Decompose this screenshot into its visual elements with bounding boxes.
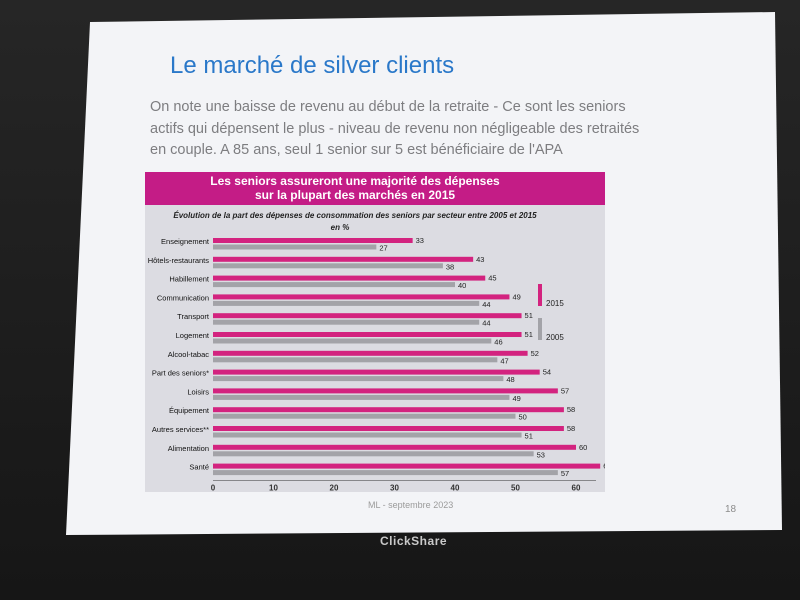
data-label-2005: 49 <box>512 394 520 403</box>
bar-2005 <box>213 413 516 419</box>
bar-2005 <box>213 357 498 363</box>
x-tick-label: 40 <box>451 483 460 492</box>
data-label-2015: 33 <box>416 236 424 245</box>
bar-2005 <box>213 394 510 400</box>
slide-subtitle-line-1: On note une baisse de revenu au début de… <box>150 99 626 115</box>
data-label-2005: 44 <box>482 319 490 328</box>
bar-2005 <box>213 432 522 438</box>
bar-2015 <box>213 294 510 300</box>
bar-2005 <box>213 338 492 344</box>
bar-2005 <box>213 282 455 288</box>
bar-2005 <box>213 319 480 325</box>
chart-title-line-2: sur la plupart des marchés en 2015 <box>255 188 455 202</box>
data-label-2015: 52 <box>531 349 539 358</box>
page-number: 18 <box>725 504 737 515</box>
data-label-2005: 50 <box>519 413 527 422</box>
category-label: Alcool-tabac <box>168 350 210 359</box>
x-tick-label: 10 <box>269 483 278 492</box>
category-label: Équipement <box>169 406 210 415</box>
category-label: Autres services** <box>152 425 209 434</box>
bar-2005 <box>213 376 504 382</box>
bar-2015 <box>213 426 564 431</box>
x-tick-label: 30 <box>390 483 399 492</box>
slide-subtitle-line-3: en couple. A 85 ans, seul 1 senior sur 5… <box>150 142 563 158</box>
bar-2005 <box>213 263 443 269</box>
bar-2015 <box>213 275 486 281</box>
data-label-2005: 47 <box>500 356 508 365</box>
category-label: Logement <box>176 331 210 340</box>
bar-2015 <box>213 332 522 337</box>
category-label: Loisirs <box>187 387 209 396</box>
data-label-2015: 45 <box>488 274 496 283</box>
data-label-2015: 64 <box>603 462 605 471</box>
x-tick-label: 60 <box>572 483 581 492</box>
category-label: Habillement <box>169 275 210 284</box>
category-label: Part des seniors* <box>152 369 209 378</box>
legend-swatch-2005 <box>538 318 542 340</box>
bar-2015 <box>213 444 576 450</box>
chart-subtitle: Évolution de la part des dépenses de con… <box>173 211 537 220</box>
data-label-2015: 49 <box>512 292 520 301</box>
x-tick-label: 0 <box>211 483 216 492</box>
bar-2005 <box>213 244 377 250</box>
bar-2015 <box>213 238 413 243</box>
category-label: Transport <box>177 312 210 321</box>
bar-2015 <box>213 313 522 319</box>
chart-header <box>145 172 605 205</box>
bar-2015 <box>213 350 528 356</box>
legend-label-2005: 2005 <box>546 333 564 342</box>
bar-2015 <box>213 388 558 394</box>
slide-title: Le marché de silver clients <box>170 52 455 79</box>
data-label-2015: 57 <box>561 386 569 395</box>
bar-2015 <box>213 463 601 469</box>
clickshare-brand-label: ClickShare <box>380 534 448 548</box>
legend-swatch-2015 <box>538 284 542 306</box>
x-tick-label: 20 <box>330 483 339 492</box>
slide-footer: ML - septembre 2023 <box>368 500 454 510</box>
data-label-2015: 43 <box>476 255 484 264</box>
data-label-2015: 58 <box>567 405 575 414</box>
bar-2015 <box>213 256 474 262</box>
data-label-2005: 38 <box>446 262 454 271</box>
data-label-2015: 60 <box>579 443 587 452</box>
category-label: Hôtels-restaurants <box>148 256 210 265</box>
chart-title-line-1: Les seniors assureront une majorité des … <box>210 174 500 188</box>
slide-subtitle-line-2: actifs qui dépensent le plus - niveau de… <box>150 121 640 137</box>
data-label-2005: 44 <box>482 300 490 309</box>
category-label: Communication <box>157 293 209 302</box>
chart: Les seniors assureront une majorité des … <box>145 172 613 497</box>
data-label-2015: 54 <box>543 368 551 377</box>
data-label-2005: 53 <box>537 450 545 459</box>
data-label-2005: 51 <box>525 432 533 441</box>
category-label: Enseignement <box>161 237 210 246</box>
legend-label-2015: 2015 <box>546 299 564 308</box>
data-label-2005: 48 <box>506 375 514 384</box>
data-label-2015: 51 <box>525 311 533 320</box>
data-label-2005: 27 <box>379 244 387 253</box>
chart-svg: Les seniors assureront une majorité des … <box>145 172 613 492</box>
data-label-2005: 40 <box>458 281 466 290</box>
chart-unit: en % <box>331 223 350 232</box>
bar-2015 <box>213 369 540 375</box>
category-label: Alimentation <box>168 444 209 453</box>
x-tick-label: 50 <box>511 483 520 492</box>
data-label-2005: 46 <box>494 338 502 347</box>
category-label: Santé <box>189 463 209 472</box>
bar-2005 <box>213 300 480 306</box>
bar-2015 <box>213 407 564 413</box>
data-label-2015: 51 <box>525 330 533 339</box>
data-label-2005: 57 <box>561 469 569 478</box>
bar-2005 <box>213 451 534 457</box>
bar-2005 <box>213 470 558 476</box>
data-label-2015: 58 <box>567 424 575 433</box>
